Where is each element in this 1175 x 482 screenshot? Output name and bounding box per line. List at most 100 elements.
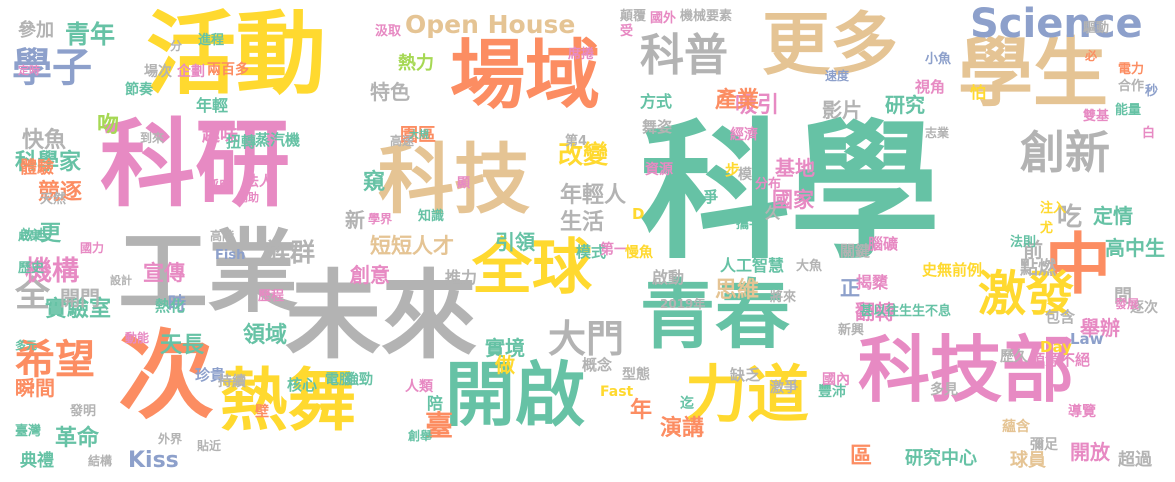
cloud-word-94: 歷久 <box>1000 349 1028 365</box>
cloud-word-58: 典禮 <box>20 451 54 471</box>
cloud-word-day: Day <box>1040 338 1072 356</box>
cloud-word-31: 特色 <box>370 80 410 104</box>
cloud-word-fish: Fish <box>215 248 246 263</box>
cloud-word-fast: Fast <box>600 384 634 400</box>
cloud-word-80: 引領 <box>495 230 535 254</box>
cloud-word-85: 天長 <box>160 333 205 358</box>
cloud-word-142: 資源 <box>645 162 673 178</box>
cloud-word-189: 歷程 <box>258 289 285 304</box>
cloud-word-55: 球員 <box>1010 450 1046 471</box>
cloud-word-100: 核心 <box>287 376 318 394</box>
cloud-word-70: 體驗 <box>20 158 54 178</box>
cloud-word-197: 創舉 <box>408 429 433 443</box>
cloud-word-13: 科技部 <box>858 328 1075 412</box>
cloud-word-35: 族群 <box>265 238 316 267</box>
cloud-word-111: 豐沛 <box>818 384 846 400</box>
cloud-word-23: 大門 <box>548 317 625 361</box>
cloud-word-97: 熱化 <box>155 297 186 315</box>
cloud-word-64: 前 <box>1023 238 1043 262</box>
cloud-word-175: 高速 <box>390 134 415 148</box>
cloud-word-137: 爭 <box>703 188 719 206</box>
cloud-word-128: 慢魚 <box>625 245 653 261</box>
cloud-word-164: 進程 <box>198 33 225 48</box>
cloud-word-76: 舞姿 <box>642 118 673 136</box>
cloud-word-89: 臺 <box>425 409 454 442</box>
cloud-word-191: 發明 <box>70 404 97 419</box>
cloud-word-154: 電力 <box>1118 62 1145 77</box>
cloud-word-14: 開啟 <box>445 354 585 436</box>
cloud-word-177: 顯 <box>457 176 471 191</box>
cloud-word-151: 視角 <box>915 78 946 96</box>
cloud-word-65: 點燃 <box>1020 258 1056 279</box>
cloud-word-84: 揭櫫 <box>856 273 889 292</box>
cloud-word-122: 新興 <box>838 323 865 338</box>
cloud-word-87: 做 <box>495 353 515 377</box>
cloud-word-187: 設計 <box>110 274 132 287</box>
cloud-word-22: 希望 <box>15 337 95 383</box>
cloud-word-93: 史無前例 <box>922 261 983 279</box>
cloud-word-195: 貼近 <box>197 439 222 453</box>
cloud-word-190: 多元 <box>15 339 37 352</box>
cloud-word-79: 新 <box>345 208 365 232</box>
cloud-word-102: 強勁 <box>345 372 373 388</box>
cloud-word-186: 歷史 <box>18 261 45 276</box>
cloud-word-131: 腦礦 <box>868 235 899 253</box>
cloud-word-15: 熱舞 <box>220 362 357 441</box>
cloud-word-147: 能量 <box>1115 103 1142 118</box>
cloud-word-9: 工業 <box>118 220 298 325</box>
cloud-word-5: 更多 <box>762 6 899 85</box>
cloud-word-67: 更 <box>40 221 61 245</box>
cloud-word-d: D <box>632 205 645 223</box>
cloud-word-117: 逐次 <box>1130 300 1158 316</box>
cloud-word-169: 定時 <box>18 64 40 77</box>
cloud-word-86: 實境 <box>485 336 525 360</box>
cloud-word-75: 園區 <box>400 125 436 146</box>
cloud-word-48: 國家 <box>772 188 814 212</box>
cloud-word-4: 場域 <box>450 31 601 119</box>
cloud-word-73: 蒸汽機 <box>255 131 301 149</box>
cloud-word-10: 科技 <box>378 135 530 224</box>
cloud-word-66: 競逐 <box>38 180 83 205</box>
cloud-word-74: 扭轉 <box>226 133 257 151</box>
cloud-word-135: 攜手 <box>736 217 763 232</box>
cloud-word-178: 補助 <box>237 191 259 204</box>
cloud-word-176: 大規 <box>409 130 429 141</box>
cloud-word-103: 人類 <box>405 379 433 395</box>
cloud-word-81: 推力 <box>445 268 478 287</box>
cloud-word-157: 驅動 <box>1083 21 1110 36</box>
cloud-word-193: 結構 <box>88 454 113 468</box>
cloud-word-90: 區 <box>850 444 873 469</box>
cloud-word-101: 電腦 <box>325 372 353 388</box>
cloud-word-181: 啟迪 <box>20 228 47 243</box>
cloud-word-32: 熱力 <box>398 53 434 74</box>
cloud-word-39: 短短人才 <box>370 234 454 258</box>
cloud-word-188: 動能 <box>125 331 150 345</box>
cloud-word-33: 快魚 <box>22 128 67 153</box>
cloud-word-17: 全球 <box>472 233 592 303</box>
cloud-word-96: 時 <box>168 294 186 315</box>
cloud-word-2019: 2019年 <box>660 297 706 311</box>
cloud-word-183: 國力 <box>80 241 105 255</box>
cloud-word-30: 產業 <box>715 88 760 113</box>
cloud-word-open-house: Open House <box>405 10 576 39</box>
cloud-word-77: 方式 <box>640 92 673 111</box>
cloud-word-20: 激發 <box>978 266 1075 322</box>
cloud-word-153: 怕 <box>970 83 987 102</box>
cloud-word-119: 包含 <box>1045 308 1076 326</box>
cloud-word-49: 基地 <box>775 156 815 180</box>
cloud-word-146: 白 <box>1142 126 1156 141</box>
cloud-word-kiss: Kiss <box>128 448 179 473</box>
cloud-word-34: 科學家 <box>15 150 82 175</box>
cloud-word-19: 科普 <box>640 30 728 81</box>
cloud-word-134: 尤 <box>1040 221 1054 236</box>
cloud-word-114: 蘊含 <box>1002 419 1030 435</box>
cloud-word-170: 節奏 <box>125 82 153 98</box>
cloud-word-132: 法則 <box>1010 235 1037 250</box>
cloud-word-88: 年 <box>630 398 653 423</box>
cloud-word-95: 源源不絕 <box>1030 351 1091 369</box>
cloud-word-133: 注入 <box>1040 201 1067 216</box>
cloud-word-78: 窺 <box>363 170 386 195</box>
cloud-word-61: 吃 <box>1057 202 1083 231</box>
cloud-word-156: 小魚 <box>925 52 952 67</box>
